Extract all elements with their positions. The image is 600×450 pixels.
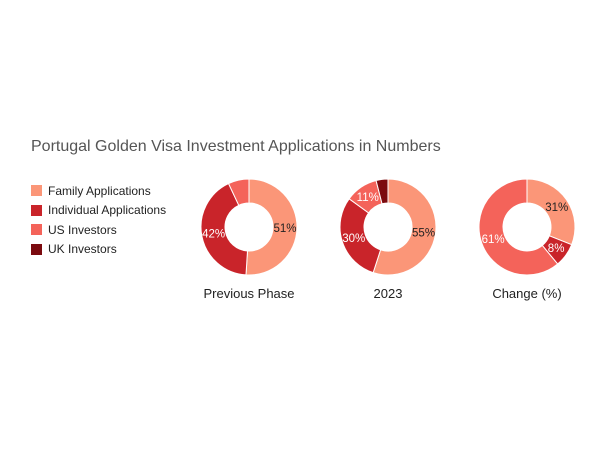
legend-swatch	[31, 243, 42, 255]
legend-swatch	[31, 224, 42, 236]
donut-slice	[200, 182, 249, 276]
legend-label: Family Applications	[48, 183, 151, 198]
data-label: 8%	[548, 243, 565, 255]
donut-chart: 51% 42% Previous Phase	[200, 178, 298, 301]
legend-swatch	[31, 204, 42, 216]
donut-slice	[227, 178, 250, 206]
legend-item-uk: UK Investors	[31, 240, 166, 260]
legend-label: UK Investors	[48, 242, 117, 257]
legend-label: US Investors	[48, 222, 117, 237]
legend-item-us: US Investors	[31, 220, 166, 240]
legend-item-family: Family Applications	[31, 181, 166, 201]
data-label: 61%	[482, 234, 505, 246]
donut-title: Change (%)	[492, 286, 561, 301]
legend-label: Individual Applications	[48, 203, 167, 218]
donut-slice	[478, 178, 559, 276]
donut-chart: 31% 8% 61% Change (%)	[478, 178, 576, 301]
data-label: 51%	[273, 223, 296, 235]
donut-title: 2023	[374, 286, 403, 301]
data-label: 30%	[342, 233, 365, 245]
data-label: 31%	[545, 202, 568, 214]
donut-chart: 55% 30% 11% 2023	[339, 178, 437, 301]
donut-slice	[526, 178, 576, 246]
data-label: 42%	[202, 229, 225, 241]
donut-title: Previous Phase	[203, 286, 294, 301]
legend: Family Applications Individual Applicati…	[31, 181, 166, 259]
legend-item-individual: Individual Applications	[31, 201, 166, 221]
data-label: 11%	[357, 192, 379, 204]
chart-title: Portugal Golden Visa Investment Applicat…	[31, 138, 441, 155]
donut-slice	[245, 178, 298, 276]
data-label: 55%	[412, 228, 435, 240]
legend-swatch	[31, 185, 42, 197]
donut-slice	[372, 178, 437, 276]
donut-slice	[375, 178, 389, 205]
